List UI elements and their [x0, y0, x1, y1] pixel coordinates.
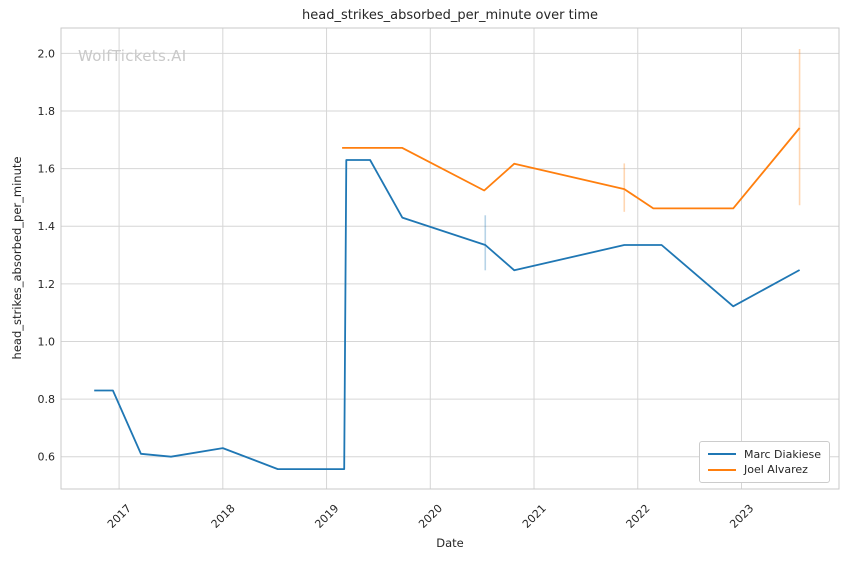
y-tick-label: 2.0 [38, 47, 56, 60]
y-tick-label: 1.4 [38, 220, 56, 233]
series-lines [94, 127, 801, 471]
tick-labels: 2017 2018 2019 2020 2021 2022 2023 0.6 0.8 1.0 1.2… [38, 47, 757, 530]
legend-line-icon [708, 468, 736, 471]
x-tick-label: 2023 [727, 502, 756, 531]
watermark: WolfTickets.AI [78, 47, 187, 65]
error-bars [484, 49, 801, 271]
y-tick-label: 1.8 [38, 105, 56, 118]
x-tick-label: 2017 [105, 502, 134, 531]
x-tick-label: 2022 [624, 502, 653, 531]
x-tick-label: 2020 [416, 502, 445, 531]
chart-title: head_strikes_absorbed_per_minute over ti… [302, 8, 598, 23]
y-axis-label: head_strikes_absorbed_per_minute [10, 156, 24, 360]
legend-item: Joel Alvarez [708, 463, 821, 476]
legend: Marc Diakiese Joel Alvarez [699, 441, 830, 483]
y-tick-label: 1.2 [38, 278, 56, 291]
legend-line-icon [708, 453, 736, 456]
series-line-marc-diakiese [94, 159, 801, 471]
axes-spines [60, 27, 840, 490]
x-tick-label: 2019 [312, 502, 341, 531]
y-tick-label: 0.8 [38, 393, 56, 406]
legend-label: Joel Alvarez [744, 463, 808, 477]
gridlines [61, 28, 839, 489]
y-tick-label: 1.0 [38, 335, 56, 348]
series-line-joel-alvarez [342, 127, 801, 210]
y-tick-label: 0.6 [38, 451, 56, 464]
plot-border [60, 27, 840, 490]
legend-label: Marc Diakiese [744, 447, 822, 461]
x-axis-label: Date [436, 536, 464, 550]
y-tick-label: 1.6 [38, 163, 56, 176]
x-tick-label: 2018 [209, 502, 238, 531]
legend-item: Marc Diakiese [708, 448, 821, 461]
x-tick-label: 2021 [520, 502, 549, 531]
